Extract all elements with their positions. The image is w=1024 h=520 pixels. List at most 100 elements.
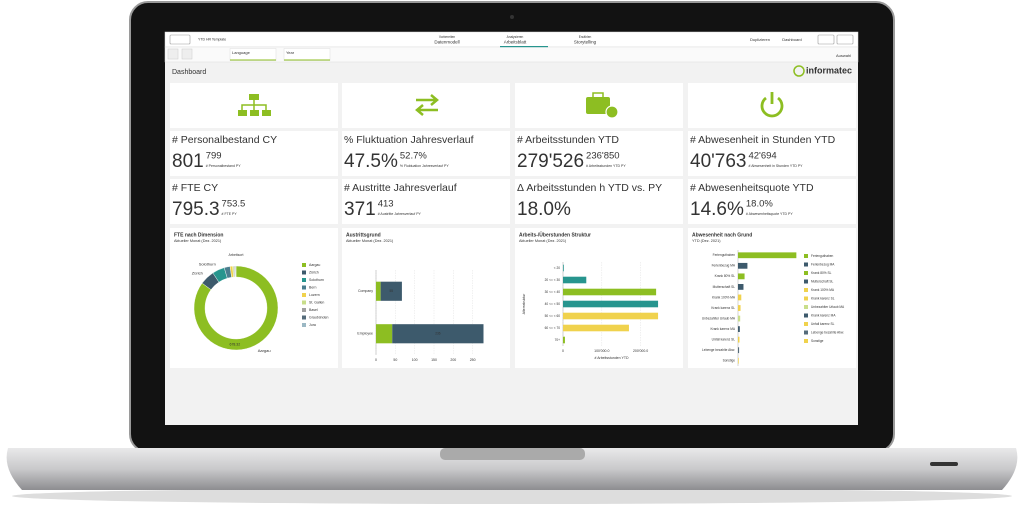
bar bbox=[563, 312, 659, 320]
legend-label: Krank 80% SL bbox=[811, 271, 832, 275]
kpi-value: 371 bbox=[344, 199, 376, 220]
tab-label[interactable]: Arbeitsblatt bbox=[504, 40, 527, 45]
filter-label[interactable]: Language bbox=[232, 50, 251, 55]
chart-panel bbox=[515, 228, 683, 368]
bar-segment bbox=[392, 324, 484, 344]
legend-label: Lebenge bezahlte Abw. bbox=[811, 330, 844, 334]
filter-underline bbox=[230, 59, 276, 61]
nav-button[interactable] bbox=[817, 34, 835, 45]
kpi-sub-label: # Abwesenheitsquote YTD PY bbox=[746, 212, 793, 216]
slice-value: 678.32 bbox=[230, 342, 241, 346]
kpi-card bbox=[342, 179, 510, 224]
bar bbox=[738, 252, 797, 259]
kpi-title: # Abwesenheitsquote YTD bbox=[690, 182, 814, 194]
legend-label: Jura bbox=[309, 323, 316, 327]
selection-tool[interactable] bbox=[167, 48, 179, 60]
kpi-value: 14.6% bbox=[690, 199, 744, 220]
legend-label: Sonstige bbox=[811, 339, 824, 343]
bar bbox=[738, 347, 740, 354]
donut-slice bbox=[193, 265, 279, 351]
y-tick-label: Employee bbox=[357, 332, 373, 336]
kpi-card bbox=[170, 131, 338, 176]
legend-label: Krank 100% MA bbox=[811, 288, 835, 292]
bar bbox=[738, 326, 740, 332]
tab-label[interactable]: Datenmodell bbox=[434, 40, 459, 45]
y-tick-label: Krank 100% MA bbox=[712, 295, 736, 299]
legend-swatch bbox=[804, 271, 808, 275]
menu-button[interactable] bbox=[169, 34, 191, 45]
kpi-title: # FTE CY bbox=[172, 182, 218, 194]
y-tick-label: 40 <= < 50 bbox=[545, 302, 561, 306]
logo-mark bbox=[793, 65, 805, 77]
legend-label: Krank karenz MA bbox=[811, 313, 836, 317]
laptop-base bbox=[6, 448, 1018, 490]
power-icon bbox=[760, 92, 784, 118]
bar-segment bbox=[380, 281, 402, 301]
legend-swatch bbox=[302, 308, 306, 312]
chart-subtitle: YTD (Dez. 2021) bbox=[692, 239, 721, 243]
y-tick-label: Unfall karenz SL bbox=[712, 337, 736, 341]
legend-label: Mutterschaft SL bbox=[811, 279, 834, 283]
filter-label[interactable]: Year bbox=[286, 50, 295, 55]
bar-segment bbox=[376, 324, 393, 344]
chart-title: Abwesenheit nach Grund bbox=[692, 232, 752, 238]
legend-label: Krank karenz SL bbox=[811, 296, 835, 300]
y-tick-label: 30 <= < 40 bbox=[545, 290, 561, 294]
kpi-sub-label: # Arbeitsstunden YTD PY bbox=[586, 164, 626, 168]
selection-label: Auswahl bbox=[836, 53, 851, 58]
kpi-value: 40'763 bbox=[690, 151, 746, 172]
icon-tiles bbox=[170, 83, 856, 128]
kpi-value: 279'526 bbox=[517, 151, 584, 172]
legend-label: St. Gallen bbox=[309, 300, 324, 304]
chart-title: FTE nach Dimension bbox=[174, 232, 223, 238]
kpi-sub-value: 18.0% bbox=[746, 199, 773, 210]
tile bbox=[342, 83, 510, 128]
bar bbox=[563, 300, 659, 308]
selection-tool[interactable] bbox=[181, 48, 193, 60]
legend-label: Unfall karenz SL bbox=[811, 322, 835, 326]
legend-swatch bbox=[804, 322, 808, 326]
x-tick-label: 0 bbox=[375, 358, 377, 362]
legend-label: Ferienguthaben bbox=[811, 254, 834, 258]
chart-subtitle: Aktueller Monat (Dez. 2021) bbox=[519, 239, 567, 243]
legend-label: Aargau bbox=[309, 263, 320, 267]
y-tick-label: 20 <= < 30 bbox=[545, 278, 561, 282]
tab-caption: Vorbereiten bbox=[439, 35, 456, 39]
legend-swatch bbox=[302, 315, 306, 320]
bar bbox=[563, 324, 629, 332]
kpi-card bbox=[515, 131, 683, 176]
chart-panel bbox=[170, 228, 338, 368]
bar bbox=[563, 336, 565, 344]
legend-label: Solothurn bbox=[309, 278, 324, 282]
kpi-title: # Abwesenheit in Stunden YTD bbox=[690, 134, 836, 146]
hierarchy-icon bbox=[238, 94, 271, 116]
x-tick-label: 250 bbox=[470, 358, 476, 362]
toolbar-action[interactable]: Dashboard bbox=[782, 37, 802, 42]
y-tick-label: Mutterschaft SL bbox=[713, 285, 736, 289]
tab-label[interactable]: Storytelling bbox=[574, 40, 597, 45]
legend-label: Luzern bbox=[309, 293, 320, 297]
legend-swatch bbox=[804, 339, 808, 343]
bar bbox=[738, 305, 741, 311]
toolbar-action[interactable]: Duplizieren bbox=[750, 37, 770, 42]
legend-swatch bbox=[804, 288, 808, 292]
chart-panel bbox=[342, 228, 510, 368]
x-tick-label: 200 bbox=[450, 358, 456, 362]
y-tick-label: 50 <= < 60 bbox=[545, 314, 561, 318]
kpi-card bbox=[515, 179, 683, 224]
y-tick-label: Lebenge bezahlte Abw. bbox=[702, 348, 735, 352]
kpi-card bbox=[688, 131, 856, 176]
nav-button[interactable] bbox=[836, 34, 854, 45]
legend-swatch bbox=[302, 270, 306, 275]
tab-caption: Erzählen bbox=[579, 35, 592, 39]
tile bbox=[688, 83, 856, 128]
bar bbox=[738, 294, 742, 301]
legend-swatch bbox=[302, 285, 306, 290]
active-tab-indicator bbox=[500, 46, 548, 48]
y-tick-label: 70+ bbox=[555, 338, 561, 342]
bar bbox=[738, 284, 744, 290]
kpi-title: # Personalbestand CY bbox=[172, 134, 277, 146]
chart-subtitle: Aktueller Monat (Dez. 2021) bbox=[346, 239, 394, 243]
